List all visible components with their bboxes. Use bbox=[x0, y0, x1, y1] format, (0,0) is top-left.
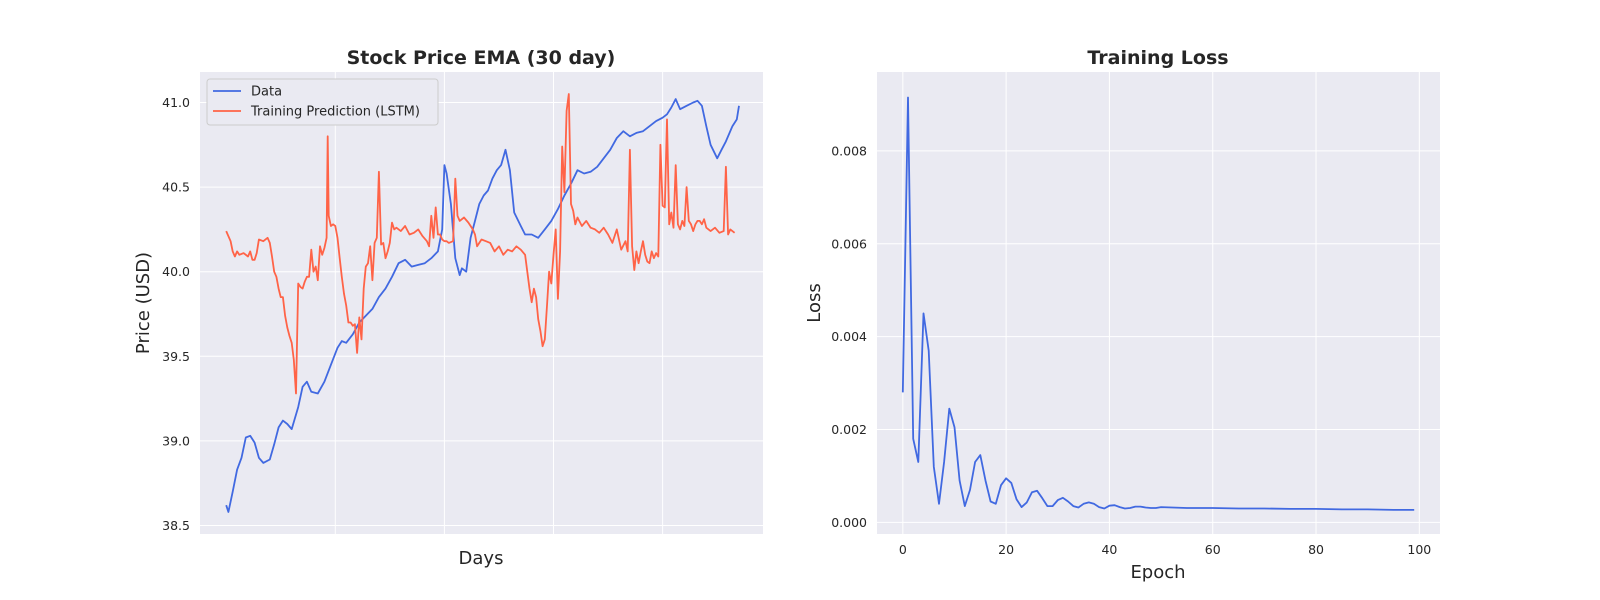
y-tick-labels: 0.000 0.002 0.004 0.006 0.008 bbox=[831, 143, 867, 529]
y-tick-label: 40.0 bbox=[162, 264, 190, 279]
training-loss-chart: 0 20 40 60 80 100 0.000 0.002 0.004 0.006 0.008 T… bbox=[804, 47, 1440, 583]
legend: Data Training Prediction (LSTM) bbox=[206, 78, 439, 126]
x-axis-label: Days bbox=[459, 548, 504, 569]
x-tick-label: 80 bbox=[1308, 542, 1324, 557]
series-line-training-prediction-lstm bbox=[225, 93, 736, 395]
legend-box bbox=[206, 78, 439, 126]
y-tick-label: 41.0 bbox=[162, 95, 190, 110]
x-tick-label: 20 bbox=[998, 542, 1014, 557]
series-group bbox=[225, 93, 740, 513]
y-tick-label: 0.006 bbox=[831, 236, 867, 251]
plot-area bbox=[200, 72, 763, 534]
chart-title: Stock Price EMA (30 day) bbox=[347, 47, 616, 69]
x-tick-label: 0 bbox=[899, 542, 907, 557]
legend-label-data: Data bbox=[251, 85, 282, 100]
y-tick-label: 39.0 bbox=[162, 433, 190, 448]
y-tick-label: 0.008 bbox=[831, 143, 867, 158]
y-tick-label: 38.5 bbox=[162, 518, 190, 533]
grid bbox=[200, 72, 763, 534]
series-group bbox=[901, 96, 1415, 511]
y-tick-label: 40.5 bbox=[162, 180, 190, 195]
x-tick-labels: 0 20 40 60 80 100 bbox=[899, 542, 1431, 557]
y-axis-label: Loss bbox=[804, 283, 825, 322]
chart-title: Training Loss bbox=[1087, 47, 1228, 69]
x-axis-label: Epoch bbox=[1130, 562, 1185, 583]
x-tick-label: 100 bbox=[1407, 542, 1431, 557]
y-tick-label: 39.5 bbox=[162, 349, 190, 364]
y-tick-label: 0.004 bbox=[831, 329, 867, 344]
stock-price-chart: 38.5 39.0 39.5 40.0 40.5 41.0 Stock Price EMA… bbox=[133, 47, 763, 569]
x-tick-label: 40 bbox=[1101, 542, 1117, 557]
series-line-loss bbox=[901, 96, 1415, 511]
legend-label-prediction: Training Prediction (LSTM) bbox=[250, 105, 420, 120]
grid bbox=[877, 72, 1440, 534]
y-tick-label: 0.000 bbox=[831, 515, 867, 530]
plot-area bbox=[877, 72, 1440, 534]
x-tick-label: 60 bbox=[1205, 542, 1221, 557]
y-tick-labels: 38.5 39.0 39.5 40.0 40.5 41.0 bbox=[162, 95, 190, 533]
y-tick-label: 0.002 bbox=[831, 422, 867, 437]
y-axis-label: Price (USD) bbox=[133, 252, 154, 354]
